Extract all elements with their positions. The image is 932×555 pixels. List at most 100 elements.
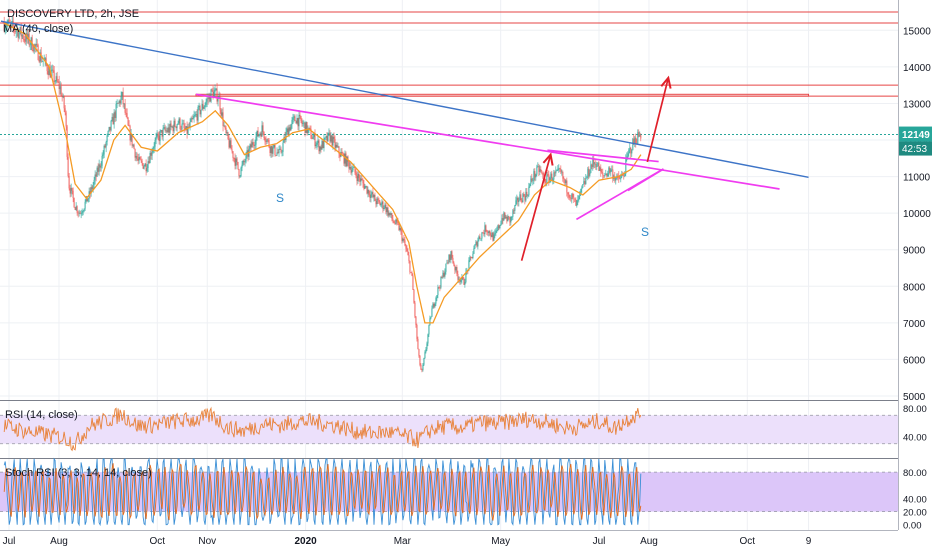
candle-body xyxy=(321,141,323,150)
candle-body xyxy=(165,130,167,132)
candle-body xyxy=(503,212,505,221)
candle-body xyxy=(575,199,577,206)
candle-body xyxy=(355,172,357,176)
candle-body xyxy=(286,128,288,133)
candle-body xyxy=(630,147,632,154)
candle-body xyxy=(373,194,375,198)
candle-body xyxy=(546,174,548,184)
candle-body xyxy=(498,225,500,229)
price-badge-text: 12149 xyxy=(902,130,930,141)
candle-body xyxy=(200,109,202,115)
candle-body xyxy=(274,144,276,156)
candle-body xyxy=(553,172,555,180)
candle-body xyxy=(513,210,515,211)
arrow-right xyxy=(646,77,670,163)
candle-body xyxy=(412,275,414,290)
candle-body xyxy=(210,89,212,102)
candle-body xyxy=(86,196,88,202)
candle-body xyxy=(151,152,153,156)
candle-body xyxy=(483,232,485,235)
candle-body xyxy=(454,265,456,271)
candle-body xyxy=(268,140,270,148)
candle-body xyxy=(42,60,44,62)
price-tick-label: 15000 xyxy=(903,26,931,37)
candle-body xyxy=(251,142,253,148)
candle-body xyxy=(551,173,553,181)
candle-body xyxy=(359,177,361,182)
candle-body xyxy=(318,140,320,152)
candle-body xyxy=(450,251,452,260)
candle-body xyxy=(539,169,541,172)
price-tick-label: 5000 xyxy=(903,392,926,403)
candle-body xyxy=(295,120,297,124)
candle-body xyxy=(368,189,370,196)
price-tick-label: 10000 xyxy=(903,209,931,220)
candle-body xyxy=(615,178,617,181)
candle-body xyxy=(388,212,390,216)
candle-body xyxy=(312,136,314,139)
candle-body xyxy=(527,195,529,196)
candle-body xyxy=(206,98,208,102)
candle-body xyxy=(140,159,142,161)
candle-body xyxy=(624,173,626,176)
candle-body xyxy=(512,210,514,217)
stoch-d-line xyxy=(3,463,642,521)
candle-body xyxy=(100,165,102,168)
candle-body xyxy=(243,160,245,163)
candle-body xyxy=(383,208,385,209)
candle-body xyxy=(386,207,388,213)
candle-body xyxy=(433,303,435,307)
candle-body xyxy=(120,96,122,104)
candle-body xyxy=(263,131,265,138)
candle-body xyxy=(170,123,172,127)
candle-body xyxy=(345,153,347,167)
candle-body xyxy=(234,158,236,166)
candle-body xyxy=(526,191,528,196)
candle-body xyxy=(568,194,570,198)
candle-body xyxy=(322,141,324,149)
candle-body xyxy=(258,134,260,137)
candle-body xyxy=(544,177,546,184)
candle-body xyxy=(150,152,152,156)
candle-body xyxy=(410,272,412,273)
candle-body xyxy=(155,137,157,141)
candle-body xyxy=(334,138,336,148)
candle-body xyxy=(565,180,567,184)
candle-body xyxy=(240,167,242,177)
candle-body xyxy=(366,185,368,194)
stoch-tick-label: 20.00 xyxy=(903,508,927,519)
candle-body xyxy=(441,276,443,278)
candle-body xyxy=(73,198,75,208)
candle-body xyxy=(299,114,301,117)
candle-body xyxy=(534,171,536,178)
candle-body xyxy=(141,160,143,164)
candle-body xyxy=(446,262,448,264)
candle-body xyxy=(106,135,108,142)
price-tick-label: 8000 xyxy=(903,282,926,293)
price-tick-label: 14000 xyxy=(903,63,931,74)
candle-body xyxy=(326,136,328,142)
candle-body xyxy=(214,89,216,92)
candle-body xyxy=(418,349,420,356)
candle-body xyxy=(509,217,511,223)
candle-body xyxy=(246,150,248,154)
candle-body xyxy=(473,248,475,254)
candle-body xyxy=(574,198,576,200)
candle-body xyxy=(116,103,118,104)
stoch-tick-label: 80.00 xyxy=(903,468,927,479)
candle-body xyxy=(217,98,219,102)
candle-body xyxy=(6,24,8,27)
candle-body xyxy=(309,127,311,129)
candle-body xyxy=(604,175,606,176)
candle-body xyxy=(249,144,251,149)
candle-body xyxy=(199,105,201,115)
candle-body xyxy=(24,39,26,42)
s-label-left: S xyxy=(276,191,284,205)
candle-body xyxy=(402,238,404,241)
candle-body xyxy=(365,185,367,187)
candle-body xyxy=(469,256,471,261)
candle-body xyxy=(392,219,394,222)
candle-body xyxy=(147,161,149,169)
candle-body xyxy=(319,146,321,152)
